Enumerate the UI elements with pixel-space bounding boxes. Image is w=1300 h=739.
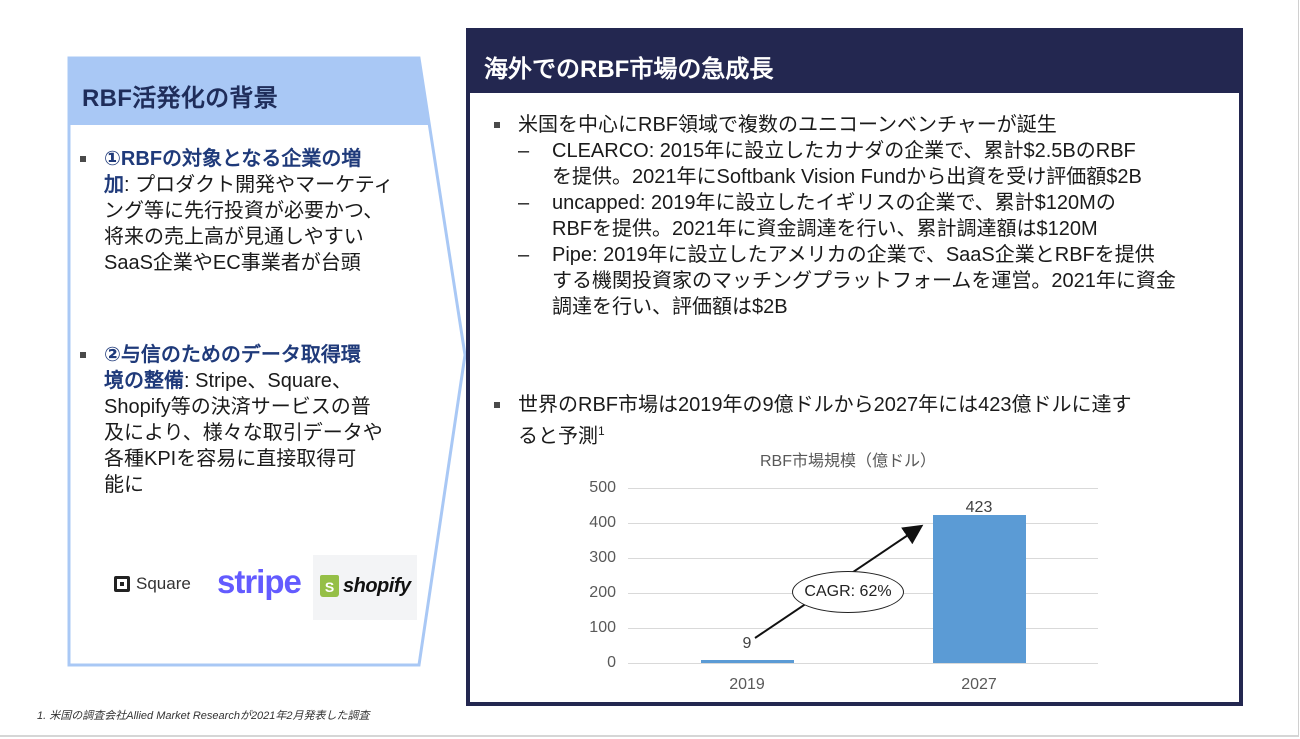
square-logo: Square [114, 574, 191, 594]
bullet-marker [494, 122, 500, 128]
y-tick: 400 [589, 514, 616, 531]
bullet-highlight: 境の整備 [104, 370, 184, 392]
left-panel-title: RBF活発化の背景 [82, 85, 279, 112]
sub-text: 調達を行い、評価額は$2B [552, 296, 788, 318]
bullet-highlight: ①RBFの対象となる企業の増 [104, 148, 362, 170]
square-logo-text: Square [136, 574, 191, 593]
bullet-text: 能に [104, 474, 144, 496]
bullet-text: ると予測 [518, 425, 598, 448]
bar-value-label: 9 [742, 635, 752, 652]
dash-marker: – [518, 192, 530, 214]
bar-2019 [701, 660, 794, 663]
gridline [628, 558, 1098, 559]
stripe-logo: stripe [217, 563, 302, 600]
chart-title: RBF市場規模（億ドル） [760, 453, 937, 470]
footnote-ref: 1 [598, 424, 605, 438]
growth-arrow-icon [754, 524, 924, 639]
payment-logos: Square stripe S shopify [110, 555, 420, 620]
bullet-highlight: ②与信のためのデータ取得環 [104, 344, 361, 366]
cagr-annotation: CAGR: 62% [792, 571, 904, 613]
market-section: 世界のRBF市場は2019年の9億ドルから2027年には423億ドルに達す ると… [490, 392, 1230, 450]
bullet-text: : Stripe、Square、 [184, 370, 352, 392]
shopify-logo-text: shopify [343, 575, 411, 597]
right-panel-title: 海外でのRBF市場の急成長 [484, 56, 774, 83]
dash-marker: – [518, 244, 530, 266]
sub-text: を提供。2021年にSoftbank Vision Fundから出資を受け評価額… [552, 166, 1142, 188]
y-tick: 0 [607, 654, 616, 671]
x-axis-line [628, 663, 1098, 664]
sub-text: uncapped: 2019年に設立したイギリスの企業で、累計$120Mの [552, 192, 1116, 214]
x-tick: 2027 [961, 676, 997, 693]
sub-text: Pipe: 2019年に設立したアメリカの企業で、SaaS企業とRBFを提供 [552, 244, 1155, 266]
right-panel-header: 海外でのRBF市場の急成長 [470, 32, 1239, 93]
gridline [628, 488, 1098, 489]
background-bullet-1: ①RBFの対象となる企業の増 加: プロダクト開発やマーケティ ング等に先行投資… [78, 146, 408, 276]
unicorn-section: 米国を中心にRBF領域で複数のユニコーンベンチャーが誕生 – CLEARCO: … [490, 112, 1230, 320]
sub-text: RBFを提供。2021年に資金調達を行い、累計調達額は$120M [552, 218, 1098, 240]
bullet-text: 米国を中心にRBF領域で複数のユニコーンベンチャーが誕生 [518, 114, 1057, 136]
bullet-highlight: 加 [104, 174, 124, 196]
bar-2027 [933, 515, 1026, 663]
dash-marker: – [518, 140, 530, 162]
sub-text: CLEARCO: 2015年に設立したカナダの企業で、累計$2.5BのRBF [552, 140, 1136, 162]
y-tick: 300 [589, 549, 616, 566]
bullet-text: 将来の売上高が見通しやすい [104, 226, 364, 248]
bullet-text: SaaS企業やEC事業者が台頭 [104, 252, 361, 274]
y-tick: 100 [589, 619, 616, 636]
bullet-marker [80, 352, 86, 358]
sub-item-uncapped: – uncapped: 2019年に設立したイギリスの企業で、累計$120Mの … [490, 190, 1230, 242]
bullet-text: 及により、様々な取引データや [104, 422, 383, 444]
shopify-logo: S shopify [313, 555, 417, 620]
bullet-text: ング等に先行投資が必要かつ、 [104, 200, 384, 222]
sub-item-pipe: – Pipe: 2019年に設立したアメリカの企業で、SaaS企業とRBFを提供… [490, 242, 1230, 320]
y-tick: 200 [589, 584, 616, 601]
bullet-text: Shopify等の決済サービスの普 [104, 396, 371, 418]
background-bullet-2: ②与信のためのデータ取得環 境の整備: Stripe、Square、 Shopi… [78, 342, 408, 498]
y-tick: 500 [589, 479, 616, 496]
sub-text: する機関投資家のマッチングプラットフォームを運営。2021年に資金 [552, 270, 1176, 292]
market-size-chart: RBF市場規模（億ドル） 500 400 300 200 100 0 9 423… [570, 440, 1130, 700]
shopify-bag-icon: S [320, 575, 339, 597]
gridline [628, 523, 1098, 524]
left-panel-shape [67, 56, 467, 667]
square-icon [114, 576, 130, 592]
bullet-text: 各種KPIを容易に直接取得可 [104, 448, 357, 470]
x-tick: 2019 [729, 676, 765, 693]
footnote: 1. 米国の調査会社Allied Market Researchが2021年2月… [37, 710, 370, 722]
bullet-marker [80, 156, 86, 162]
gridline [628, 628, 1098, 629]
bar-value-label: 423 [965, 499, 993, 516]
sub-item-clearco: – CLEARCO: 2015年に設立したカナダの企業で、累計$2.5BのRBF… [490, 138, 1230, 190]
bullet-text: 世界のRBF市場は2019年の9億ドルから2027年には423億ドルに達す [518, 394, 1132, 416]
bullet-marker [494, 402, 500, 408]
bullet-text: : プロダクト開発やマーケティ [124, 174, 394, 196]
right-panel: 海外でのRBF市場の急成長 [466, 28, 1243, 706]
